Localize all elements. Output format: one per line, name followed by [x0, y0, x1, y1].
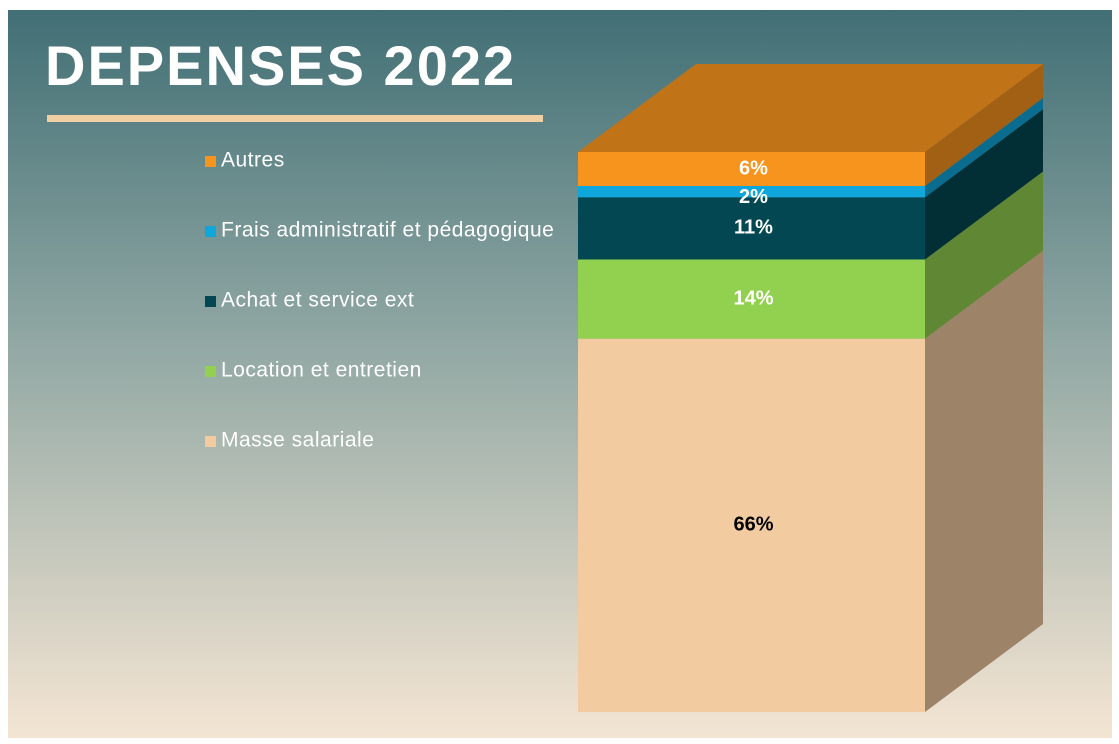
legend-swatch [205, 226, 216, 237]
bar-segment-side [925, 171, 1043, 339]
data-label: 14% [733, 287, 773, 309]
legend-swatch [205, 296, 216, 307]
bar-segment-side [925, 64, 1043, 186]
bar-segment [578, 259, 925, 339]
bar-segment-side [925, 97, 1043, 198]
bar-segment [578, 338, 925, 712]
data-label: 6% [739, 157, 768, 179]
legend-label: Frais administratif et pédagogique [221, 219, 554, 242]
legend-swatch [205, 436, 216, 447]
data-label: 2% [739, 186, 768, 208]
bar-top [578, 64, 1043, 152]
legend-label: Location et entretien [221, 359, 422, 382]
legend-swatch [205, 156, 216, 167]
legend-label: Autres [221, 149, 285, 172]
bar-segment [578, 152, 925, 186]
data-label: 11% [734, 217, 773, 239]
chart-title: DEPENSES 2022 [45, 34, 516, 97]
legend-label: Masse salariale [221, 429, 374, 452]
legend-swatch [205, 366, 216, 377]
bar-segment [578, 185, 925, 198]
legend-label: Achat et service ext [221, 289, 414, 312]
bar-segment [578, 197, 925, 260]
title-underline [47, 115, 543, 122]
bar-segment-side [925, 250, 1043, 712]
bar-segment-side [925, 109, 1043, 260]
data-label: 66% [733, 514, 773, 536]
